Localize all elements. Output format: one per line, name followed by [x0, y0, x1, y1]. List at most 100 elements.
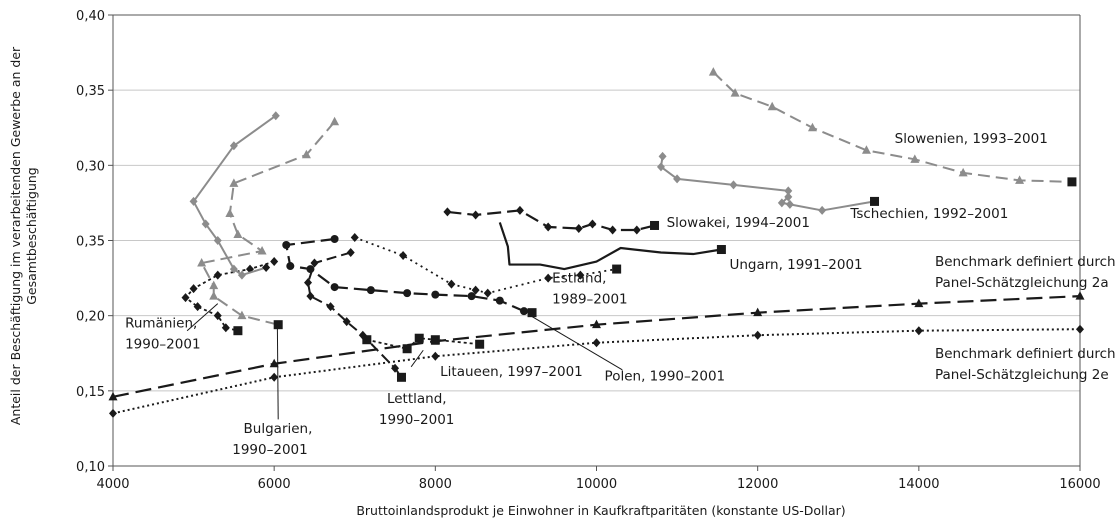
annotation-label: Litaueen, 1997–2001	[440, 364, 583, 380]
diamond-marker	[784, 192, 793, 202]
circle-marker	[366, 286, 375, 295]
square-marker	[273, 320, 283, 330]
triangle-marker	[914, 298, 924, 308]
series-10	[197, 116, 340, 330]
x-tick-label: 4000	[96, 477, 129, 492]
square-marker	[414, 333, 424, 343]
square-marker	[396, 372, 406, 382]
y-tick-label: 0,30	[76, 159, 105, 174]
triangle-marker	[233, 229, 243, 238]
series-layer	[108, 67, 1085, 418]
circle-marker	[431, 290, 440, 299]
square-marker	[233, 326, 243, 336]
diamond-marker	[262, 263, 271, 273]
triangle-marker	[301, 149, 311, 159]
diamond-marker	[326, 302, 335, 312]
annotation-label: Tschechien, 1992–2001	[849, 206, 1008, 222]
leader-lines	[186, 303, 623, 420]
diamond-marker	[346, 248, 355, 258]
x-tick-label: 10000	[576, 477, 617, 492]
triangle-marker	[753, 307, 763, 317]
triangle-marker	[237, 310, 247, 320]
annotation-label: 1990–2001	[232, 442, 307, 458]
square-marker	[527, 308, 537, 318]
triangle-marker	[209, 291, 219, 300]
annotation-label: Estland,	[552, 271, 606, 287]
diamond-marker	[632, 225, 641, 235]
circle-marker	[330, 283, 339, 292]
square-marker	[716, 245, 726, 255]
y-axis-title-line1: Anteil der Beschäftigung im verarbeitend…	[8, 46, 23, 425]
x-axis-title: Bruttoinlandsprodukt je Einwohner in Kau…	[356, 503, 845, 518]
diamond-marker	[201, 219, 210, 229]
diamond-marker	[576, 270, 585, 280]
circle-marker	[286, 262, 295, 271]
y-tick-label: 0,35	[76, 235, 105, 250]
annotation-label: Slowakei, 1994–2001	[667, 215, 810, 231]
annotation-label: Bulgarien,	[244, 421, 313, 437]
diamond-marker	[350, 232, 359, 242]
triangle-marker	[592, 319, 601, 329]
diamond-marker	[443, 207, 452, 217]
triangle-marker	[708, 67, 718, 76]
y-tick-label: 0,10	[76, 460, 105, 475]
series-line	[659, 156, 875, 212]
square-marker	[612, 264, 622, 274]
diamond-marker	[181, 293, 190, 303]
annotation-label: Ungarn, 1991–2001	[729, 257, 862, 273]
circle-marker	[330, 234, 339, 243]
diamond-marker	[189, 284, 198, 294]
x-tick-label: 12000	[737, 477, 778, 492]
series-3	[498, 222, 726, 271]
diamond-marker	[608, 225, 617, 235]
diamond-marker	[471, 210, 480, 220]
triangle-marker	[807, 122, 817, 132]
circle-marker	[519, 307, 528, 316]
diamond-marker	[213, 270, 222, 280]
circle-marker	[467, 292, 476, 301]
diamond-marker	[588, 219, 597, 229]
annotation-label: Panel-Schätzgleichung 2e	[935, 367, 1109, 383]
square-marker	[650, 220, 660, 230]
diamond-marker	[399, 251, 408, 261]
triangle-marker	[269, 358, 279, 368]
triangle-marker	[229, 178, 239, 187]
circle-marker	[495, 296, 504, 305]
annotation-label: Lettland,	[387, 391, 447, 407]
diamond-marker	[229, 141, 238, 151]
y-tick-label: 0,20	[76, 310, 105, 325]
triangle-marker	[197, 258, 207, 267]
triangle-marker	[225, 208, 235, 217]
y-axis-title-line2: Gesamtbeschäftigung	[24, 167, 39, 305]
square-marker	[475, 339, 485, 349]
triangle-marker	[1015, 175, 1025, 184]
triangle-marker	[910, 154, 920, 163]
diamond-marker	[213, 311, 222, 321]
grid	[113, 14, 1080, 392]
diamond-marker	[592, 338, 601, 348]
diamond-marker	[431, 351, 440, 361]
diamond-marker	[729, 180, 738, 190]
annotation-label: Polen, 1990–2001	[605, 368, 726, 384]
series-5	[282, 234, 537, 318]
circle-marker	[306, 265, 315, 274]
annotation-label: Slowenien, 1993–2001	[895, 131, 1048, 147]
triangle-marker	[430, 336, 440, 345]
diamond-marker	[237, 270, 246, 280]
leader-line	[410, 349, 424, 368]
diamond-marker	[306, 291, 315, 301]
triangle-marker	[209, 280, 219, 290]
triangle-marker	[108, 391, 118, 401]
series-11	[108, 291, 1085, 401]
diamond-marker	[391, 363, 400, 373]
diamond-marker	[310, 258, 319, 268]
diamond-marker	[753, 330, 762, 340]
series-0	[708, 67, 1077, 187]
diamond-marker	[544, 273, 553, 283]
annotations: Slowenien, 1993–2001 Tschechien, 1992–200…	[125, 131, 1116, 458]
annotation-label: Benchmark definiert durch	[935, 346, 1116, 362]
annotation-label: Panel-Schätzgleichung 2a	[935, 275, 1109, 291]
diamond-marker	[1076, 324, 1084, 334]
annotation-label: Rumänien,	[125, 316, 197, 332]
